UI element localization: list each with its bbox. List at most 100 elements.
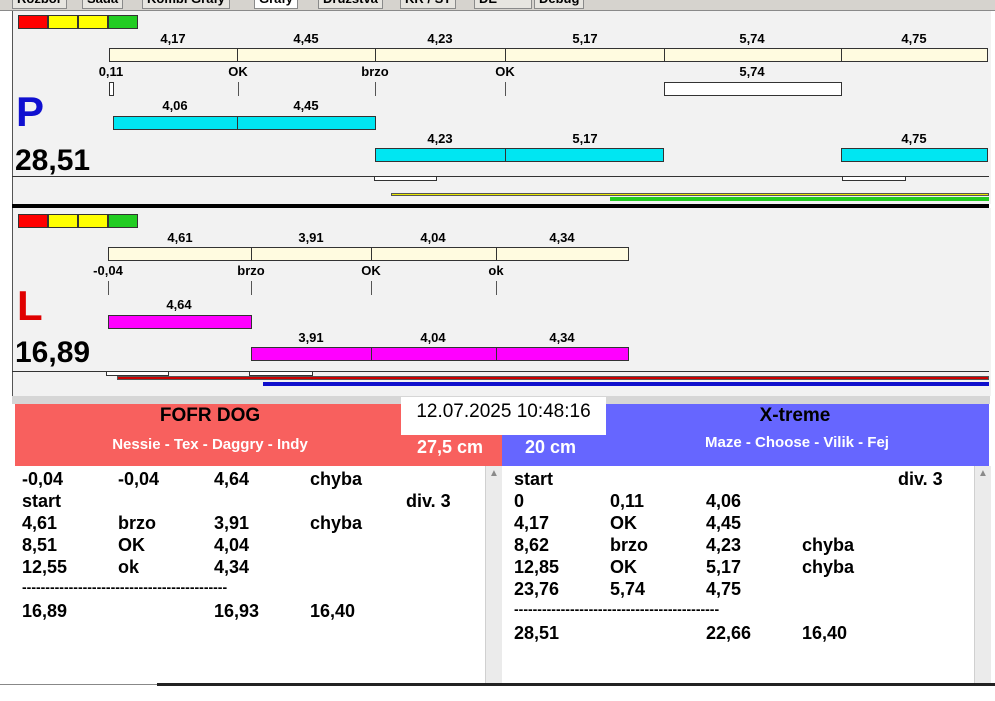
dog-time-bar <box>251 347 372 361</box>
left-team-results: -0,04 -0,04 4,64 chyba start div. 3 4,61… <box>15 466 502 684</box>
pass-marker <box>109 82 114 96</box>
lane-letter-text: L <box>17 282 43 329</box>
dog-time-label: 4,23 <box>427 131 453 146</box>
reference-bar <box>251 247 372 261</box>
result-row: start div. 3 <box>507 469 975 491</box>
lane-total: 16,89 <box>15 336 91 369</box>
result-cell: 8,62 <box>514 535 550 555</box>
reference-time-label: 5,74 <box>739 31 765 46</box>
dog-time-bar <box>505 148 664 162</box>
dog-time-label: 4,45 <box>293 98 319 113</box>
result-cell: div. 3 <box>898 469 943 489</box>
tab-debug[interactable]: Debug <box>534 0 585 9</box>
tab-kombi-grafy[interactable]: Kombi Grafy <box>142 0 231 9</box>
scroll-up-arrow-icon[interactable]: ▲ <box>489 468 499 479</box>
gap-marker <box>842 176 906 181</box>
left-results-scrollbar[interactable]: ▲ <box>485 466 502 684</box>
result-cell: div. 3 <box>406 491 451 511</box>
signal-light <box>48 15 78 29</box>
tab-druzstva[interactable]: Družstva <box>318 0 383 9</box>
right-team-members: Maze - Choose - Vilik - Fej <box>705 434 889 451</box>
pass-label: 5,74 <box>739 64 765 79</box>
pass-tick <box>238 82 239 96</box>
reference-bar <box>505 48 665 62</box>
dog-time-bar <box>113 116 239 130</box>
reference-time-label: 4,34 <box>549 230 575 245</box>
result-cell: OK <box>610 557 637 577</box>
result-cell: brzo <box>610 535 648 555</box>
dog-time-label: 5,17 <box>572 131 598 146</box>
tab-sada[interactable]: Sada <box>82 0 124 9</box>
right-results-scrollbar[interactable]: ▲ <box>974 466 991 684</box>
result-cell: 5,17 <box>706 557 742 577</box>
tab-grafy[interactable]: Grafy <box>254 0 298 9</box>
result-cell: chyba <box>802 535 855 555</box>
pass-tick <box>496 281 497 295</box>
pass-label: OK <box>495 64 515 79</box>
result-cell: 4,61 <box>22 513 58 533</box>
result-cell: 4,04 <box>214 535 250 555</box>
dog-time-bar <box>371 347 497 361</box>
reference-bar <box>841 48 988 62</box>
lane-letter-text: P <box>16 88 45 135</box>
left-team-header: FOFR DOG Nessie - Tex - Daggry - Indy 27… <box>15 404 502 466</box>
result-row: 12,55 ok 4,34 <box>15 557 485 579</box>
progress-line-green <box>610 197 989 201</box>
result-cell: 0,11 <box>610 491 645 511</box>
pass-label: OK <box>361 263 381 278</box>
result-cell: 16,93 <box>214 601 260 621</box>
reference-bar <box>375 48 506 62</box>
right-team-name: X-treme <box>759 405 831 426</box>
result-cell: 3,91 <box>214 513 250 533</box>
dog-time-label: 4,75 <box>901 131 927 146</box>
result-row: 12,85 OK 5,17 chyba <box>507 557 975 579</box>
result-cell: 4,34 <box>214 557 250 577</box>
result-cell: 4,17 <box>514 513 550 533</box>
dog-time-bar <box>496 347 629 361</box>
dog-time-label: 4,34 <box>549 330 575 345</box>
result-cell: 23,76 <box>514 579 560 599</box>
result-row: 28,51 22,66 16,40 <box>507 623 975 645</box>
dog-time-label: 3,91 <box>298 330 324 345</box>
result-cell: 8,51 <box>22 535 58 555</box>
result-cell: start <box>22 491 62 511</box>
result-cell: 4,06 <box>706 491 742 511</box>
left-team-height: 27,5 cm <box>417 437 484 457</box>
result-cell: OK <box>118 535 145 555</box>
lane-letter: P <box>16 88 44 136</box>
signal-light <box>48 214 78 228</box>
tab-rozbor[interactable]: Rozbor <box>12 0 67 9</box>
result-cell: 16,40 <box>310 601 356 621</box>
result-cell: 16,89 <box>22 601 68 621</box>
reference-time-label: 4,23 <box>427 31 453 46</box>
progress-line-red <box>117 376 989 380</box>
reference-bar <box>108 247 252 261</box>
result-row: 4,17 OK 4,45 <box>507 513 975 535</box>
pass-label: 0,11 <box>98 64 124 79</box>
result-row: 0 0,11 4,06 <box>507 491 975 513</box>
result-cell: 12,55 <box>22 557 68 577</box>
reference-time-label: 4,61 <box>167 230 193 245</box>
left-team-members: Nessie - Tex - Daggry - Indy <box>112 436 308 453</box>
result-cell: 4,64 <box>214 469 250 489</box>
result-cell: brzo <box>118 513 156 533</box>
tab-de[interactable]: DE <box>474 0 532 9</box>
result-cell: chyba <box>310 513 363 533</box>
result-cell: 0 <box>514 491 525 511</box>
pass-tick <box>371 281 372 295</box>
result-cell: 4,75 <box>706 579 742 599</box>
reference-time-label: 4,04 <box>420 230 446 245</box>
gap-marker <box>374 176 437 181</box>
pass-label: -0,04 <box>93 263 123 278</box>
dog-time-label: 4,06 <box>162 98 188 113</box>
signal-light <box>18 214 48 228</box>
progress-line-yellow <box>391 193 989 196</box>
scroll-up-arrow-icon[interactable]: ▲ <box>978 468 988 479</box>
result-cell: 4,23 <box>706 535 742 555</box>
pass-marker <box>664 82 842 96</box>
right-team-height: 20 cm <box>525 437 577 457</box>
tab-kr-st[interactable]: KR / ST <box>400 0 457 9</box>
gap-marker <box>106 371 169 376</box>
result-row: 4,61 brzo 3,91 chyba <box>15 513 485 535</box>
lane-total: 28,51 <box>15 144 91 177</box>
